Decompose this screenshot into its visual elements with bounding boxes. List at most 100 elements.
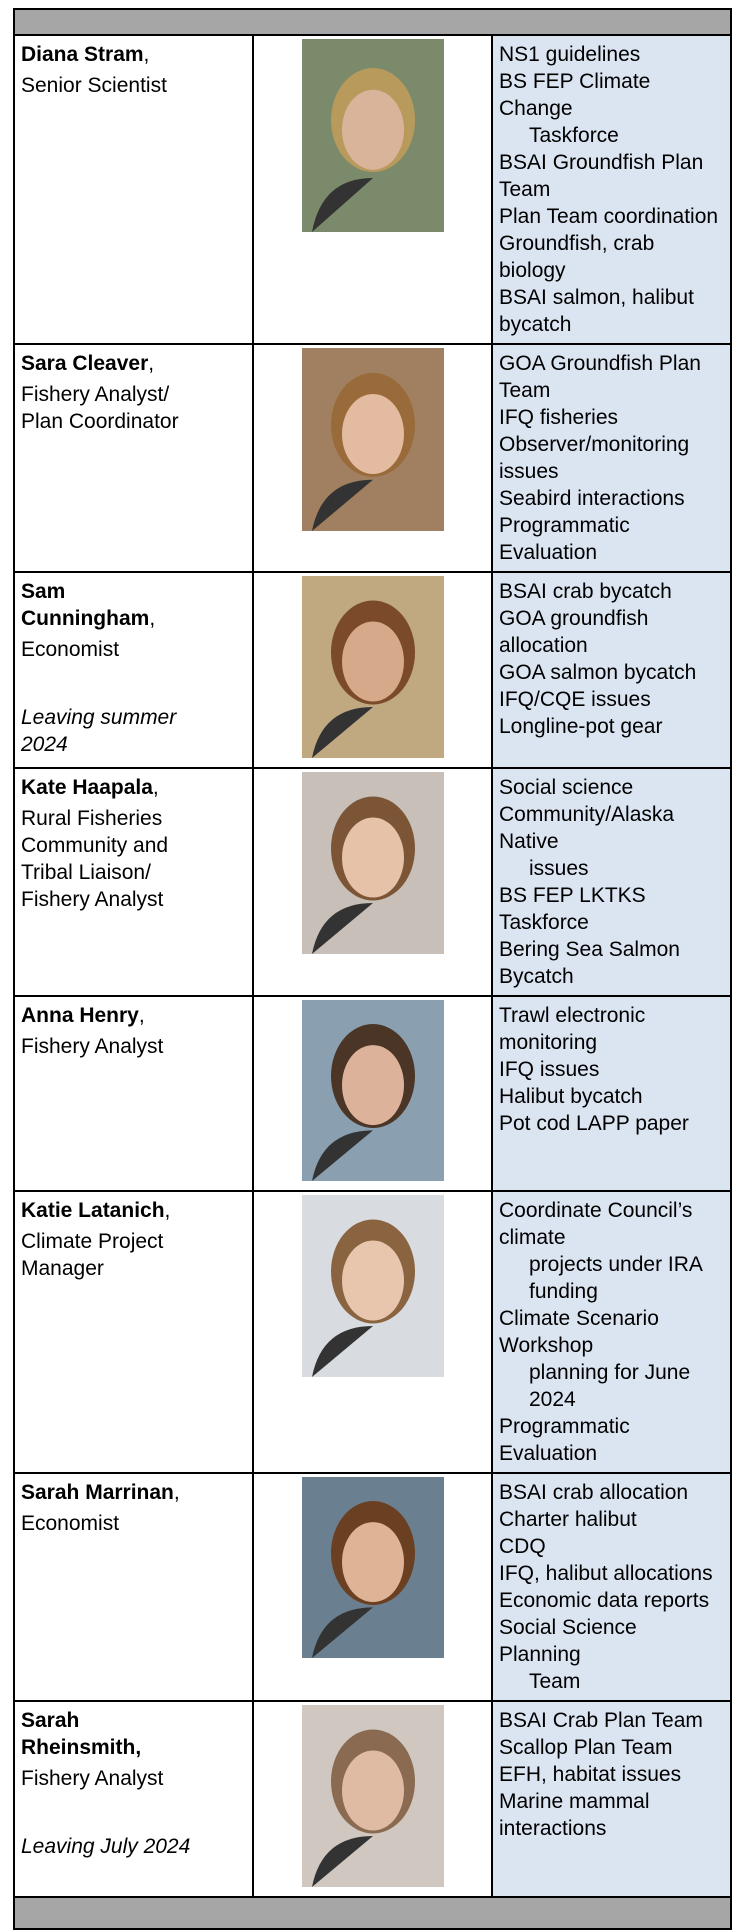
topic-line: Observer/monitoring issues xyxy=(499,431,724,485)
staff-row: SamCunningham,EconomistLeaving summer202… xyxy=(14,572,731,768)
staff-name: Diana Stram xyxy=(21,43,144,66)
photo-cell xyxy=(253,1473,492,1701)
topic: BSAI Groundfish Plan Team xyxy=(499,149,724,203)
face xyxy=(342,1751,404,1831)
topic-line: Community/Alaska Native xyxy=(499,801,724,855)
topics-cell: Social scienceCommunity/Alaska Nativeiss… xyxy=(492,768,731,996)
topic: Longline-pot gear xyxy=(499,713,724,740)
note-line: Leaving July 2024 xyxy=(21,1833,246,1860)
topic: Programmatic Evaluation xyxy=(499,512,724,566)
footer-cell xyxy=(14,1897,731,1929)
role-line: Senior Scientist xyxy=(21,72,246,99)
photo xyxy=(302,1477,444,1658)
photo xyxy=(302,576,444,758)
staff-name: Sam xyxy=(21,580,65,603)
staff-row: Diana Stram, Senior Scientist NS1 guideli… xyxy=(14,35,731,344)
staff-name: Rheinsmith, xyxy=(21,1736,141,1759)
name-suffix: , xyxy=(165,1199,171,1222)
topic-line: BSAI Crab Plan Team xyxy=(499,1707,724,1734)
topic-line: Plan Team coordination xyxy=(499,203,724,230)
name-line: Diana Stram, xyxy=(21,41,246,68)
topic: Plan Team coordination xyxy=(499,203,724,230)
role-line: Fishery Analyst/ xyxy=(21,381,246,408)
topic-line: Climate Scenario Workshop xyxy=(499,1305,724,1359)
topic-line: Seabird interactions xyxy=(499,485,724,512)
photo xyxy=(302,1195,444,1377)
role-line: Fishery Analyst xyxy=(21,1033,246,1060)
topic-continuation: Taskforce xyxy=(499,122,724,149)
role-line: Plan Coordinator xyxy=(21,408,246,435)
photo-cell xyxy=(253,344,492,572)
topic: Social science xyxy=(499,774,724,801)
name-suffix: , xyxy=(144,43,150,66)
photo xyxy=(302,1705,444,1887)
staff-name: Katie Latanich xyxy=(21,1199,165,1222)
staff-row: Sara Cleaver,Fishery Analyst/Plan Coordi… xyxy=(14,344,731,572)
topic-line: BS FEP Climate Change xyxy=(499,68,724,122)
name-line: Cunningham, xyxy=(21,605,246,632)
role: Fishery Analyst xyxy=(21,1033,246,1060)
topic: Economic data reports xyxy=(499,1587,724,1614)
name-cell: Diana Stram, Senior Scientist xyxy=(14,35,253,344)
staff-table: Diana Stram, Senior Scientist NS1 guideli… xyxy=(13,8,732,1930)
topic-line: Programmatic Evaluation xyxy=(499,512,724,566)
topic-continuation: Team xyxy=(499,1668,724,1695)
name-suffix: , xyxy=(149,607,155,630)
staff-row: SarahRheinsmith, Fishery Analyst Leaving J… xyxy=(14,1701,731,1897)
topic: GOA salmon bycatch xyxy=(499,659,724,686)
topic-line: Bering Sea Salmon Bycatch xyxy=(499,936,724,990)
photo-cell xyxy=(253,996,492,1191)
topic: IFQ fisheries xyxy=(499,404,724,431)
photo-cell xyxy=(253,572,492,768)
topic: Climate Scenario Workshopplanning for Ju… xyxy=(499,1305,724,1413)
note-line: Leaving summer xyxy=(21,704,246,731)
topic-line: Charter halibut xyxy=(499,1506,724,1533)
topic-line: Social science xyxy=(499,774,724,801)
topics-cell: BSAI crab allocationCharter halibutCDQIF… xyxy=(492,1473,731,1701)
topic: Programmatic Evaluation xyxy=(499,1413,724,1467)
photo-cell xyxy=(253,35,492,344)
name-cell: Anna Henry,Fishery Analyst xyxy=(14,996,253,1191)
topic: GOA groundfish allocation xyxy=(499,605,724,659)
topic-line: Marine mammal interactions xyxy=(499,1788,724,1842)
note: Leaving summer2024 xyxy=(21,704,246,758)
role-line: Community and xyxy=(21,832,246,859)
topic-line: GOA Groundfish Plan Team xyxy=(499,350,724,404)
topic-line: BSAI salmon, halibut bycatch xyxy=(499,284,724,338)
topic-line: Longline-pot gear xyxy=(499,713,724,740)
face xyxy=(342,1241,404,1321)
topic: BS FEP LKTKS Taskforce xyxy=(499,882,724,936)
name-cell: Kate Haapala,Rural FisheriesCommunity an… xyxy=(14,768,253,996)
topic: EFH, habitat issues xyxy=(499,1761,724,1788)
topic: GOA Groundfish Plan Team xyxy=(499,350,724,404)
topic: BSAI crab bycatch xyxy=(499,578,724,605)
topic: Trawl electronic monitoring xyxy=(499,1002,724,1056)
topic: Observer/monitoring issues xyxy=(499,431,724,485)
name-line: Sarah xyxy=(21,1707,246,1734)
name-suffix: , xyxy=(148,352,154,375)
name-suffix: , xyxy=(139,1004,145,1027)
topic-line: BSAI crab bycatch xyxy=(499,578,724,605)
name-cell: Sara Cleaver,Fishery Analyst/Plan Coordi… xyxy=(14,344,253,572)
topic: IFQ/CQE issues xyxy=(499,686,724,713)
role-line: Fishery Analyst xyxy=(21,886,246,913)
role-line: Fishery Analyst xyxy=(21,1765,246,1792)
role: Fishery Analyst/Plan Coordinator xyxy=(21,381,246,435)
topic: Bering Sea Salmon Bycatch xyxy=(499,936,724,990)
name-line: Rheinsmith, xyxy=(21,1734,246,1761)
topic-continuation: planning for June 2024 xyxy=(499,1359,724,1413)
name-line: Katie Latanich, xyxy=(21,1197,246,1224)
name-cell: Sarah Marrinan,Economist xyxy=(14,1473,253,1701)
photo xyxy=(302,39,444,232)
photo xyxy=(302,772,444,954)
face xyxy=(342,90,404,170)
header-bar xyxy=(14,9,731,35)
topic: Community/Alaska Nativeissues xyxy=(499,801,724,882)
topic: Pot cod LAPP paper xyxy=(499,1110,724,1137)
topic-line: Halibut bycatch xyxy=(499,1083,724,1110)
topics-cell: NS1 guidelinesBS FEP Climate ChangeTaskf… xyxy=(492,35,731,344)
